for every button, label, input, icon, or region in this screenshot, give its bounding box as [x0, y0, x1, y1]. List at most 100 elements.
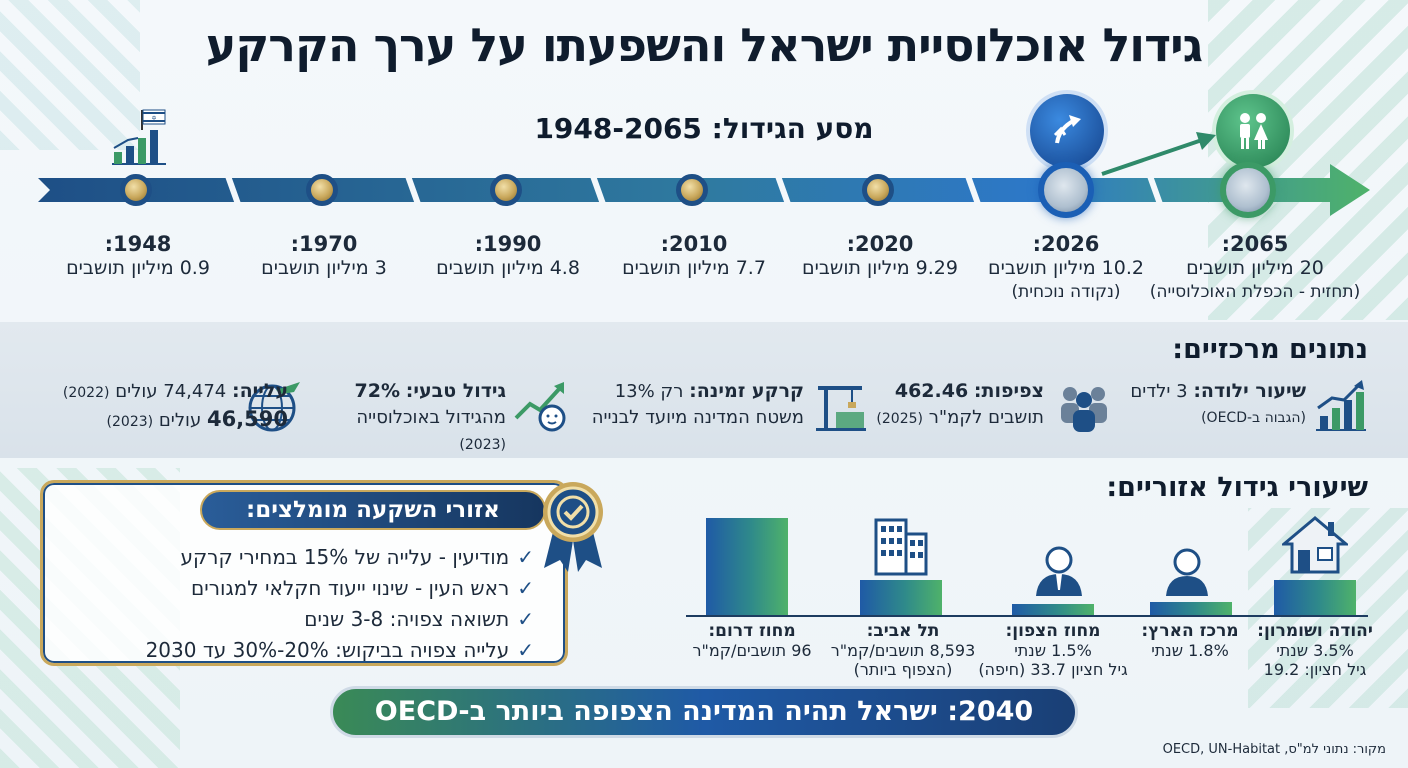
stat-year: (2023): [106, 414, 154, 430]
svg-text:✡: ✡: [151, 115, 156, 122]
check-icon: ✓: [517, 545, 534, 569]
timeline-node-1948: [120, 174, 152, 206]
region-line2: גיל חציון 33.7 (חיפה): [978, 660, 1128, 679]
source-note: מקור: נתוני למ"ס, OECD, UN-Habitat: [1162, 742, 1386, 757]
list-item: ✓ מודיעין - עלייה של 15% במחירי קרקע: [130, 542, 534, 573]
stat-value: 3 ילדים: [1130, 381, 1188, 402]
timeline-value: 0.9 מיליון תושבים: [66, 257, 210, 279]
region-name: תל אביב:: [866, 621, 940, 641]
timeline-label-2065: 2065: 20 מיליון תושבים (תחזית - הכפלת הא…: [1140, 232, 1370, 304]
stat-land: קרקע זמינה: רק 13% משטח המדינה מיועד לבנ…: [574, 378, 804, 431]
region-label-judea-samaria: יהודה ושומרון: 3.5% שנתי גיל חציון: 19.2: [1250, 621, 1380, 680]
chart-baseline: [686, 615, 1368, 617]
family-icon: [1216, 94, 1290, 168]
timeline-node-1970: [306, 174, 338, 206]
region-label-tel-aviv: תל אביב: 8,593 תושבים/קמ"ר (הצפוף ביותר): [828, 621, 978, 680]
stat-note: משטח המדינה מיועד לבנייה: [591, 407, 804, 428]
timeline-bar: [38, 162, 1370, 218]
region-line1: 8,593 תושבים/קמ"ר: [830, 641, 976, 660]
check-icon: ✓: [517, 638, 534, 662]
stat-natural-growth: גידול טבעי: 72% מהגידול באוכלוסייה (2023…: [306, 378, 506, 458]
timeline-note: (תחזית - הכפלת האוכלוסייה): [1149, 282, 1361, 302]
timeline-node-1990: [490, 174, 522, 206]
timeline-year: 2010:: [660, 232, 728, 256]
timeline-label-2020: 2020: 9.29 מיליון תושבים: [792, 232, 968, 280]
stat-value: 72%: [354, 380, 401, 402]
region-name: מחוז הצפון:: [1005, 621, 1101, 641]
award-badge-icon: [540, 478, 606, 574]
people-group-icon: [1056, 378, 1112, 434]
region-line1: 1.8% שנתי: [1151, 641, 1229, 660]
timeline-node-2065: [1220, 162, 1276, 218]
timeline-node-2026: [1038, 162, 1094, 218]
stat-note: מהגידול באוכלוסייה: [356, 407, 506, 428]
investment-title: אזורי השקעה מומלצים:: [200, 490, 546, 530]
page-title: גידול אוכלוסיית ישראל והשפעתו על ערך הקר…: [205, 18, 1203, 72]
stat-note: תושבים לקמ"ר: [928, 407, 1044, 428]
timeline-node-2010: [676, 174, 708, 206]
timeline-year: 2065:: [1221, 232, 1289, 256]
stat-year: (2025): [876, 411, 923, 427]
region-line1: 3.5% שנתי: [1276, 641, 1354, 660]
region-name: יהודה ושומרון:: [1257, 621, 1373, 641]
stat-value: 46,590: [206, 407, 288, 431]
timeline-value: 7.7 מיליון תושבים: [622, 257, 766, 279]
region-name: מרכז הארץ:: [1141, 621, 1239, 641]
stat-label: עלייה:: [232, 380, 288, 402]
stat-density: צפיפות: 462.46 תושבים לקמ"ר (2025): [844, 378, 1044, 432]
timeline-label-1948: 1948: 0.9 מיליון תושבים: [50, 232, 226, 280]
timeline-value: 10.2 מיליון תושבים: [988, 257, 1144, 279]
list-item-text: ראש העין - שינוי ייעוד חקלאי למגורים: [190, 576, 510, 600]
growth-arrow-icon: [1030, 94, 1104, 168]
list-item-text: תשואה צפויה: 3-8 שנים: [304, 607, 510, 631]
stat-label: שיעור ילודה:: [1193, 380, 1306, 402]
timeline-value: 9.29 מיליון תושבים: [802, 257, 958, 279]
region-line1: 1.5% שנתי: [1014, 641, 1092, 660]
stat-unit: עולים: [158, 410, 202, 431]
timeline-year: 2026:: [1032, 232, 1100, 256]
key-stats-band: [0, 322, 1408, 458]
timeline-value: 20 מיליון תושבים: [1186, 257, 1324, 279]
stat-year: (2023): [459, 437, 506, 453]
list-item: ✓ תשואה צפויה: 3-8 שנים: [130, 604, 534, 635]
timeline-label-2026: 2026: 10.2 מיליון תושבים (נקודה נוכחית): [978, 232, 1154, 304]
region-line2: גיל חציון: 19.2: [1263, 660, 1367, 679]
stat-value: רק 13%: [614, 381, 684, 402]
stat-label: צפיפות:: [973, 380, 1044, 402]
person-icon: [1162, 546, 1212, 598]
region-label-center: מרכז הארץ: 1.8% שנתי: [1130, 621, 1250, 661]
timeline-note: (נקודה נוכחית): [1011, 282, 1121, 302]
list-item-text: עלייה צפויה בביקוש: 20%-30% עד 2030: [145, 638, 510, 662]
timeline-subtitle: מסע הגידול: 1948-2065: [534, 112, 874, 145]
house-icon: [1279, 514, 1351, 574]
stat-value: 462.46: [894, 380, 969, 402]
region-line1: 96 תושבים/קמ"ר: [692, 641, 812, 660]
baby-growth-icon: [512, 378, 568, 434]
skyscraper-icon: [870, 516, 932, 576]
stat-note: (הגבוה ב-OECD): [1201, 410, 1306, 426]
trend-arrow-icon: [1101, 132, 1216, 176]
timeline-year: 1970:: [290, 232, 358, 256]
regional-title: שיעורי גידול אזוריים:: [1106, 472, 1368, 503]
stat-label: גידול טבעי:: [405, 380, 506, 402]
headline-banner: 2040: ישראל תהיה המדינה הצפופה ביותר ב-O…: [330, 686, 1078, 738]
timeline-label-2010: 2010: 7.7 מיליון תושבים: [606, 232, 782, 280]
stat-immigration: עלייה: 74,474 עולים (2022) 46,590 עולים …: [38, 378, 288, 435]
timeline-value: 4.8 מיליון תושבים: [436, 257, 580, 279]
timeline-year: 2020:: [846, 232, 914, 256]
check-icon: ✓: [517, 607, 534, 631]
region-bar-judea-samaria: [1274, 580, 1356, 616]
stat-value: 74,474 עולים: [115, 381, 227, 402]
timeline-label-1970: 1970: 3 מיליון תושבים: [236, 232, 412, 280]
region-bar-south: [706, 518, 788, 616]
region-label-south: מחוז דרום: 96 תושבים/קמ"ר: [682, 622, 822, 661]
businessman-icon: [1032, 544, 1086, 598]
region-line2: (הצפוף ביותר): [853, 660, 953, 679]
key-stats-title: נתונים מרכזיים:: [1172, 334, 1368, 365]
region-bar-north: [1012, 604, 1094, 616]
globe-plane-icon: [246, 378, 302, 434]
timeline-year: 1948:: [104, 232, 172, 256]
bar-chart-icon: [1312, 378, 1368, 434]
list-item-text: מודיעין - עלייה של 15% במחירי קרקע: [180, 545, 510, 569]
stat-label: קרקע זמינה:: [689, 380, 804, 402]
